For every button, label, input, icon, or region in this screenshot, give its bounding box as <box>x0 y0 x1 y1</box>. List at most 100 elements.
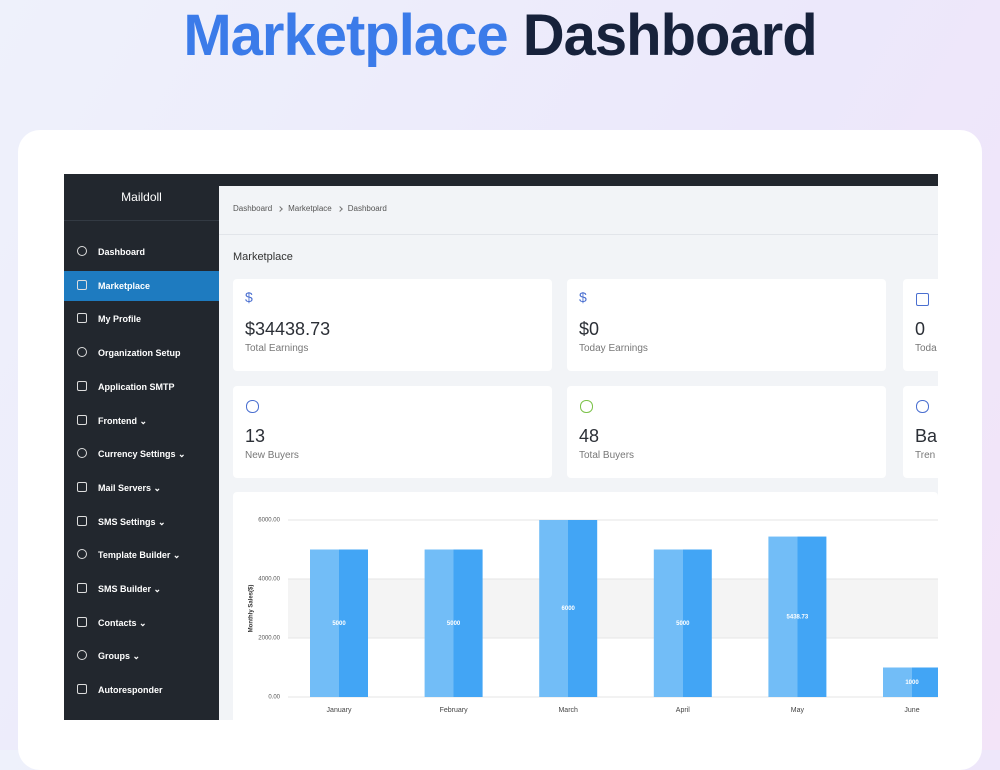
card-label: Total Buyers <box>579 450 635 461</box>
nav-label: Contacts ⌄ <box>98 617 147 628</box>
card-label: New Buyers <box>245 450 299 461</box>
bar <box>539 520 598 697</box>
card-icon <box>246 400 259 413</box>
card-icon <box>580 400 593 413</box>
y-tick-label: 2000.00 <box>258 636 280 642</box>
nav-icon <box>77 650 87 661</box>
stat-card: 0 Toda <box>903 279 938 371</box>
x-tick-label: January <box>327 707 352 714</box>
card-label: Total Earnings <box>245 343 309 354</box>
nav-item[interactable]: Marketplace <box>64 270 219 301</box>
crumb: Dashboard <box>233 204 273 213</box>
crumb: Dashboard <box>347 204 387 213</box>
bar-value-label: 5000 <box>676 621 690 627</box>
nav-item[interactable]: Dashboard <box>64 237 219 267</box>
nav-item[interactable]: Contacts ⌄ <box>64 608 219 638</box>
nav-item[interactable]: Currency Settings ⌄ <box>64 439 219 469</box>
nav-label: Application SMTP <box>98 381 175 392</box>
nav-label: SMS Builder ⌄ <box>98 584 162 594</box>
bar-value-label: 1000 <box>905 680 919 686</box>
y-tick-label: 0.00 <box>268 695 280 701</box>
nav-label: Currency Settings ⌄ <box>98 449 186 460</box>
card-label: Toda <box>915 343 937 354</box>
divider <box>64 220 219 221</box>
bar-value-label: 5000 <box>447 621 461 627</box>
nav-item[interactable]: SMS Builder ⌄ <box>64 574 219 604</box>
bar <box>653 549 712 697</box>
x-tick-label: April <box>676 707 690 714</box>
stat-card: 48 Total Buyers <box>567 386 886 478</box>
breadcrumb: Dashboard Marketplace Dashboard <box>233 204 387 213</box>
card-value: 48 <box>579 426 600 446</box>
headline-accent: Marketplace <box>183 3 508 68</box>
headline: Marketplace Dashboard <box>0 2 1000 69</box>
nav-icon <box>77 515 87 526</box>
nav-label: Autoresponder <box>98 685 163 696</box>
headline-rest: Dashboard <box>522 3 818 68</box>
top-bar <box>219 174 938 186</box>
bar <box>310 549 368 697</box>
nav-icon <box>77 246 87 256</box>
card-value: $34438.73 <box>245 319 331 339</box>
card-icon <box>916 293 929 306</box>
nav-icon <box>77 684 87 695</box>
nav-item[interactable]: Mail Servers ⌄ <box>64 473 219 503</box>
y-tick-label: 6000.00 <box>258 518 280 524</box>
nav-label: Mail Servers ⌄ <box>98 482 162 493</box>
nav-item[interactable]: Application SMTP <box>64 372 219 402</box>
nav-item[interactable]: SMS Settings ⌄ <box>64 507 219 537</box>
card-icon: $ <box>245 289 253 305</box>
bar-value-label: 5438.73 <box>787 614 809 620</box>
bar <box>883 667 938 697</box>
nav-icon <box>77 380 87 391</box>
bar <box>424 549 483 697</box>
nav-item[interactable]: Organization Setup <box>64 338 219 368</box>
crumb: Marketplace <box>288 204 332 213</box>
nav-label: Frontend ⌄ <box>98 415 148 426</box>
bar <box>768 536 827 697</box>
x-tick-label: March <box>558 707 578 714</box>
nav-icon <box>77 549 87 560</box>
band <box>288 579 938 638</box>
x-tick-label: February <box>440 707 469 714</box>
card-value: 13 <box>245 426 266 446</box>
screenshot: Maildoll Dashboard Marketplace My Profile O… <box>64 174 938 720</box>
nav-label: SMS Settings ⌄ <box>98 516 166 527</box>
nav-item[interactable]: Autoresponder <box>64 675 219 705</box>
nav-icon <box>77 347 87 358</box>
nav-item[interactable]: Groups ⌄ <box>64 641 219 671</box>
nav-icon <box>77 616 87 627</box>
nav-icon <box>77 583 87 593</box>
chart-panel: 0.00 2000.00 4000.00 6000.00 Monthly Sales($… <box>233 492 938 720</box>
nav-icon <box>77 414 87 425</box>
nav-label: Dashboard <box>98 247 146 257</box>
bar-value-label: 5000 <box>332 621 346 627</box>
card-value: Bal <box>915 426 938 446</box>
brand: Maildoll <box>121 190 162 204</box>
card-value: 0 <box>915 319 926 339</box>
nav-label: Groups ⌄ <box>98 651 141 662</box>
card-value: $0 <box>579 319 600 339</box>
card-icon <box>916 400 929 413</box>
nav-item[interactable]: My Profile <box>64 304 219 334</box>
nav-item[interactable]: Template Builder ⌄ <box>64 540 219 570</box>
nav-label: Organization Setup <box>98 348 181 359</box>
nav-icon <box>77 448 87 459</box>
card-icon: $ <box>579 289 587 305</box>
nav-label: My Profile <box>98 314 142 325</box>
y-axis-label: Monthly Sales($) <box>249 585 255 633</box>
nav-item[interactable]: Frontend ⌄ <box>64 406 219 436</box>
stat-card: Bal Tren <box>903 386 938 478</box>
card-label: Tren <box>915 450 936 461</box>
nav-label: Marketplace <box>98 280 151 291</box>
stat-card: 13 New Buyers <box>233 386 552 478</box>
nav-icon <box>77 313 87 324</box>
chevron <box>336 205 343 212</box>
page: Marketplace Dashboard Maildoll Dashboard… <box>0 0 1000 750</box>
page-title: Marketplace <box>233 251 293 263</box>
x-tick-label: June <box>904 707 919 714</box>
x-tick-label: May <box>791 707 805 714</box>
card-label: Today Earnings <box>579 343 648 354</box>
stat-card: $ $0 Today Earnings <box>567 279 886 371</box>
chevron <box>277 205 283 212</box>
